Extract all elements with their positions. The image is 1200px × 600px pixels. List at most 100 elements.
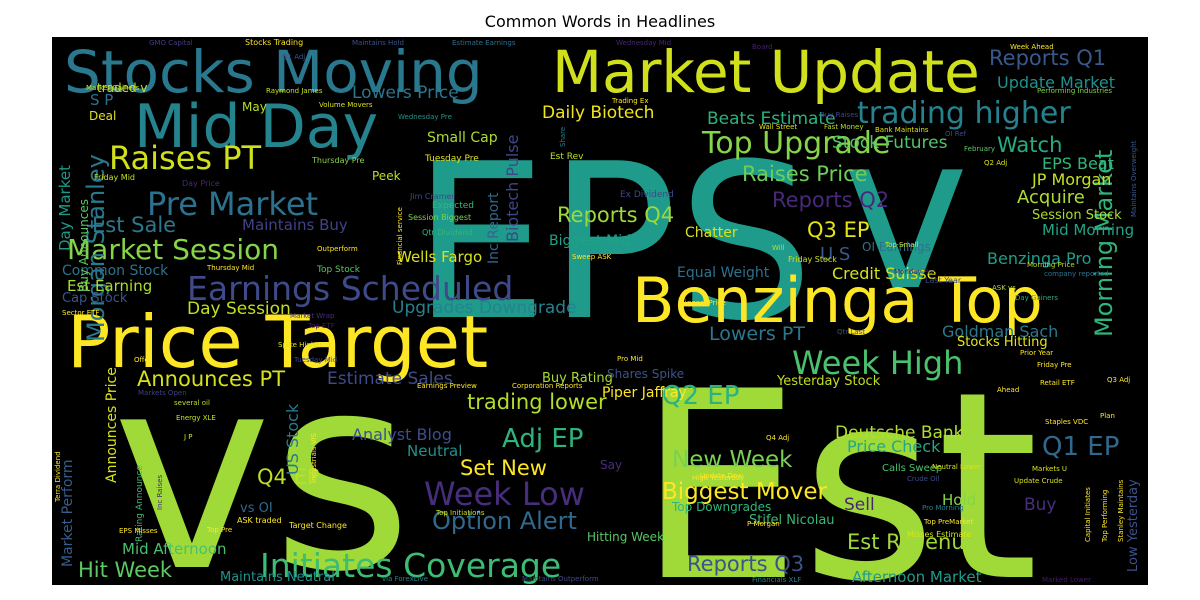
cloud-word: Maintains Overweight — [1130, 140, 1138, 217]
cloud-word: Equal Weight — [677, 265, 770, 281]
chart-title: Common Words in Headlines — [484, 12, 716, 31]
cloud-word: Market Update — [552, 38, 980, 106]
cloud-word: Price Check — [847, 437, 941, 456]
cloud-word: Staples VDC — [1045, 418, 1088, 426]
cloud-word: Buy Announces — [77, 199, 91, 292]
cloud-word: Crude Oil — [907, 475, 940, 483]
cloud-word: Est Rev — [550, 152, 584, 162]
cloud-word: Small Cap — [427, 130, 498, 146]
cloud-word: Last Year — [925, 276, 962, 285]
cloud-word: v — [842, 87, 969, 338]
cloud-word: Misses Estimate — [907, 530, 972, 539]
cloud-word: Top Downgrades — [671, 500, 771, 514]
cloud-word: trading lower — [467, 390, 607, 414]
cloud-word: Industrials VIS — [310, 432, 318, 483]
cloud-word: Say — [600, 458, 622, 472]
cloud-word: Qtr Last — [837, 328, 865, 336]
cloud-word: vs OI — [240, 501, 273, 516]
cloud-word: Thursday Mid — [206, 264, 254, 272]
cloud-word: Maintains Outperform — [522, 575, 599, 583]
cloud-word: Qtr Dividend — [422, 228, 473, 237]
cloud-word: Friday Stock — [788, 255, 837, 264]
cloud-word: Rating Announce — [135, 465, 145, 542]
cloud-word: Top Small — [884, 241, 919, 249]
cloud-word: Hitting Week — [587, 530, 664, 544]
cloud-word: Expected — [432, 201, 474, 211]
cloud-word: Pre Market — [147, 185, 318, 223]
cloud-word: New Week — [672, 447, 793, 473]
cloud-word: Analyst Blog — [352, 425, 452, 444]
cloud-word: Lowers Price — [352, 83, 459, 103]
cloud-word: vs — [112, 316, 412, 585]
cloud-word: Trading Ex — [611, 97, 648, 105]
cloud-word: Reports Q3 — [687, 552, 804, 576]
cloud-word: High Yesterday — [692, 474, 744, 482]
cloud-word: Corporation Reports — [512, 382, 583, 390]
cloud-word: Day Gainers — [1015, 294, 1058, 302]
cloud-word: ASK traded — [237, 516, 282, 525]
cloud-word: traded v — [97, 81, 148, 95]
cloud-background — [52, 37, 1148, 585]
cloud-word: Top Upgrade — [701, 126, 890, 161]
cloud-word: Adj EP — [502, 424, 583, 454]
cloud-word: Market Wrap — [290, 312, 335, 320]
cloud-word: Estimate Earnings — [452, 39, 516, 47]
cloud-word: Q3 Adj — [1107, 376, 1130, 384]
cloud-word: EPS Misses — [119, 527, 158, 535]
cloud-word: Biotech Pulse — [503, 135, 522, 242]
cloud-word: JP Morgan — [1031, 170, 1111, 189]
cloud-word: Afternoon Market — [852, 568, 982, 585]
cloud-word: Morgan Stanley — [82, 154, 110, 342]
cloud-word: Est Revenue — [847, 530, 978, 554]
cloud-word: Stock Futures — [832, 133, 948, 153]
cloud-word: Wednesday Pre — [398, 113, 452, 121]
cloud-word: Buy Raises — [820, 111, 859, 119]
cloud-word: Est Sale — [92, 213, 176, 237]
cloud-word: Capital Initiates — [1084, 487, 1092, 542]
cloud-word: Markets U — [1032, 465, 1067, 473]
cloud-word: Lowers PT — [709, 323, 805, 345]
cloud-word: Maintains Neutral — [220, 570, 335, 585]
cloud-word: Morning Price — [1027, 261, 1075, 269]
cloud-word: Est — [637, 337, 1039, 585]
cloud-word: EPS — [412, 117, 814, 368]
cloud-word: Monday Pre — [894, 268, 935, 276]
cloud-word: GMO Capital — [149, 39, 193, 47]
cloud-word: Benzinga Pro — [987, 249, 1091, 268]
cloud-word: Benzinga Top — [632, 264, 1043, 337]
cloud-word: P Morgan — [747, 520, 780, 528]
cloud-word: Market Gainers — [86, 84, 140, 92]
cloud-word: Inc Report — [486, 192, 502, 264]
cloud-word: Volume Movers — [319, 101, 373, 109]
cloud-word: Stocks Trading — [245, 38, 303, 47]
cloud-word: Piper Jaffray — [602, 385, 687, 401]
cloud-word: Session Biggest — [408, 213, 471, 222]
cloud-word: ASK vs — [992, 284, 1016, 292]
cloud-word: Initiates Coverage — [260, 546, 561, 585]
cloud-word: Top Performing — [1101, 490, 1109, 543]
cloud-word: Daily Biotech — [542, 103, 654, 123]
cloud-word: Upgrades Downgrade — [392, 298, 577, 318]
cloud-word: OI Ref — [945, 130, 967, 138]
cloud-word: Performing Industries — [1037, 87, 1112, 95]
cloud-word: Option Alert — [432, 507, 577, 535]
cloud-word: Will — [772, 244, 785, 252]
cloud-word: Terra Dividend — [54, 451, 62, 503]
cloud-word: Outperform — [317, 245, 358, 253]
cloud-word: Maintains Buy — [242, 216, 348, 234]
cloud-word: Calls Sweep — [882, 463, 942, 474]
cloud-word: Shares Spike — [607, 367, 684, 381]
cloud-word: Mid Afternoon — [122, 540, 227, 558]
cloud-word: EPS Beat — [1042, 154, 1114, 173]
cloud-word: Day Price — [182, 179, 220, 188]
cloud-word: Update Dow — [700, 472, 743, 480]
cloud-word: Board — [752, 43, 773, 51]
cloud-word: Buy — [1024, 495, 1057, 515]
cloud-word: Sector ETF — [62, 309, 99, 317]
cloud-word: Jim Cramer — [409, 192, 455, 201]
cloud-word: Q1 Adj — [282, 53, 305, 61]
cloud-word: Announces Price — [104, 367, 120, 483]
cloud-word: US Stock — [283, 403, 302, 475]
cloud-word: Stocks Hitting — [957, 335, 1048, 350]
